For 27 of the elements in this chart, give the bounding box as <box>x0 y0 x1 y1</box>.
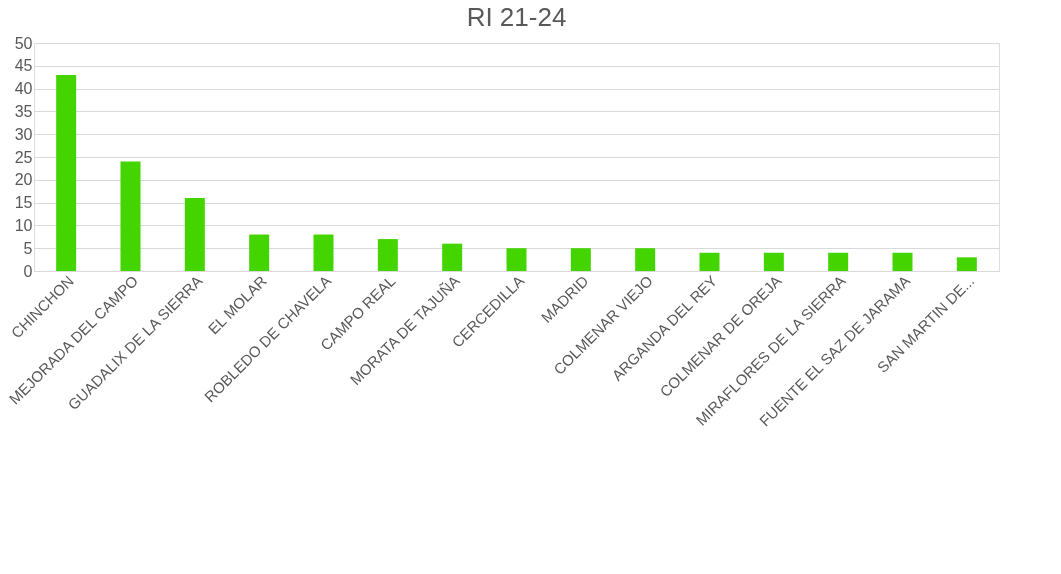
bar <box>763 252 784 271</box>
y-tick-label: 10 <box>14 216 33 234</box>
bar <box>892 252 913 271</box>
y-tick-label: 30 <box>14 125 33 143</box>
y-tick-label: 5 <box>23 239 33 257</box>
bar <box>184 198 205 271</box>
bar <box>956 257 977 271</box>
bar <box>313 234 334 271</box>
y-tick-label: 15 <box>14 194 33 212</box>
bar <box>828 252 849 271</box>
y-tick-label: 20 <box>14 171 33 189</box>
bar <box>442 243 463 271</box>
y-tick-label: 35 <box>14 102 33 120</box>
bar <box>249 234 270 271</box>
bar <box>377 239 398 271</box>
y-tick-label: 45 <box>14 57 33 75</box>
y-tick-label: 25 <box>14 148 33 166</box>
bar <box>506 248 527 271</box>
bar <box>56 74 77 271</box>
bar <box>120 161 141 271</box>
y-tick-label: 0 <box>23 262 33 280</box>
bar <box>570 248 591 271</box>
y-tick-label: 40 <box>14 80 33 98</box>
bar <box>699 252 720 271</box>
y-tick-label: 50 <box>14 34 33 52</box>
bar <box>635 248 656 271</box>
chart-title: RI 21-24 <box>466 2 567 32</box>
